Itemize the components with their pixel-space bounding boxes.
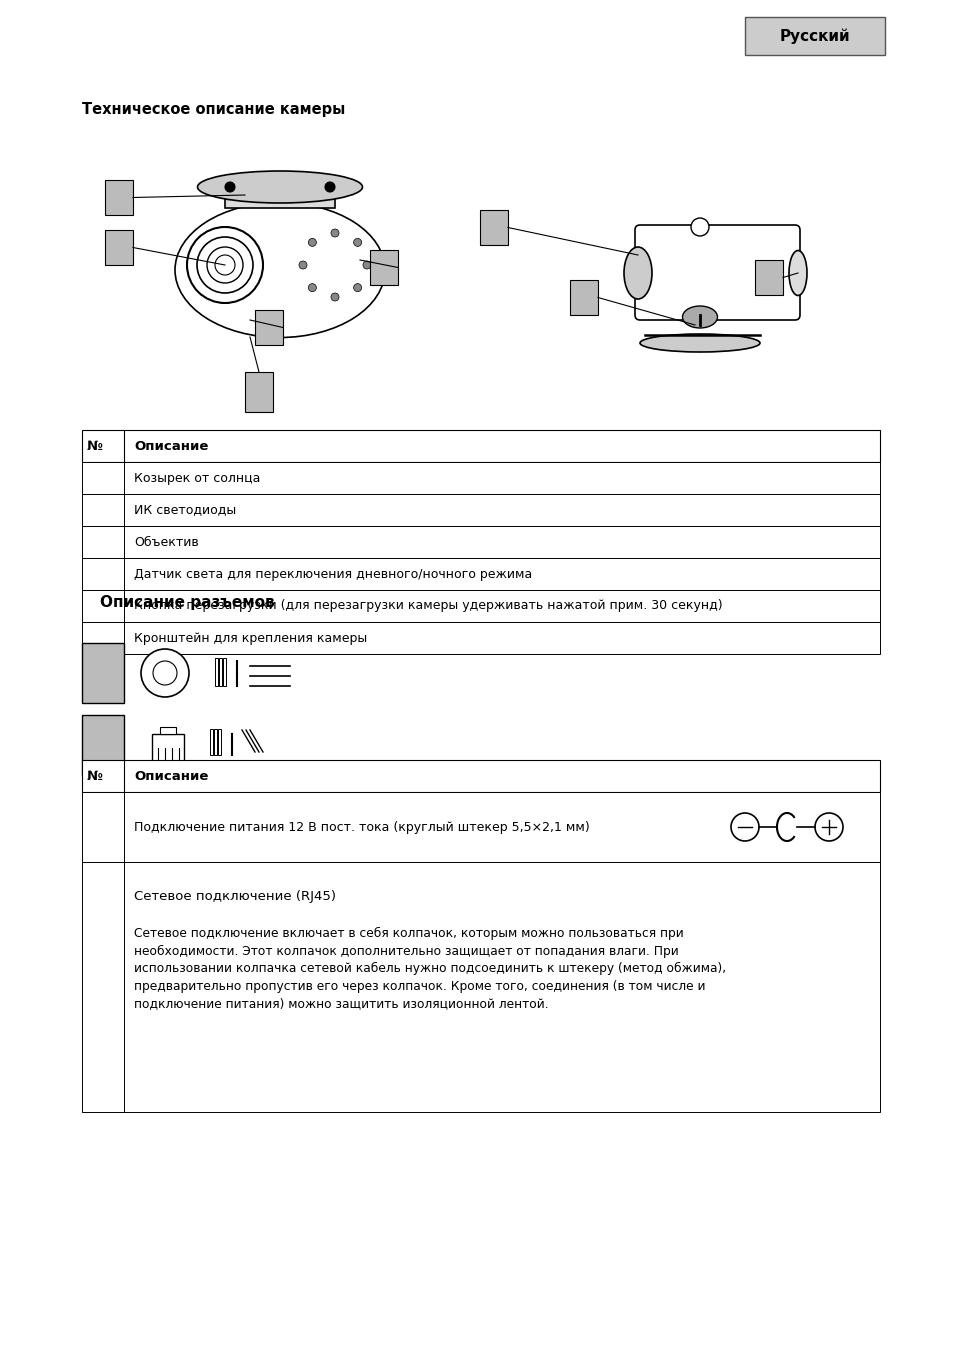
Bar [82,494,879,526]
Ellipse shape [623,247,651,298]
FancyBboxPatch shape [105,180,132,215]
Text: Описание: Описание [133,440,208,452]
Bar [82,462,879,494]
Circle shape [152,662,177,684]
Circle shape [308,239,316,246]
Bar [82,431,879,462]
FancyBboxPatch shape [754,261,782,296]
Text: Русский: Русский [779,28,849,43]
Bar [82,863,879,1112]
FancyBboxPatch shape [245,373,273,412]
Circle shape [690,217,708,236]
Bar [82,622,879,653]
Circle shape [354,284,361,292]
Text: Подключение питания 12 В пост. тока (круглый штекер 5,5×2,1 мм): Подключение питания 12 В пост. тока (кру… [133,821,589,833]
FancyBboxPatch shape [225,186,335,208]
Text: Техническое описание камеры: Техническое описание камеры [82,103,345,117]
FancyBboxPatch shape [82,643,124,703]
Bar [82,526,879,558]
Circle shape [730,813,759,841]
Bar [82,590,879,622]
FancyBboxPatch shape [105,230,132,265]
FancyBboxPatch shape [254,310,283,346]
Circle shape [331,293,338,301]
Text: Датчик света для переключения дневного/ночного режима: Датчик света для переключения дневного/н… [133,567,532,580]
FancyBboxPatch shape [213,729,216,755]
Circle shape [331,230,338,238]
Text: Описание: Описание [133,769,208,783]
FancyBboxPatch shape [744,18,884,55]
FancyBboxPatch shape [210,729,213,755]
Circle shape [308,284,316,292]
Text: Сетевое подключение (RJ45): Сетевое подключение (RJ45) [133,890,335,903]
FancyBboxPatch shape [152,734,184,764]
FancyBboxPatch shape [370,250,397,285]
Text: Описание разъемов: Описание разъемов [100,595,274,610]
Text: Кронштейн для крепления камеры: Кронштейн для крепления камеры [133,632,367,644]
Bar [82,558,879,590]
FancyBboxPatch shape [569,279,598,315]
Text: Кнопка перезагрузки (для перезагрузки камеры удерживать нажатой прим. 30 секунд): Кнопка перезагрузки (для перезагрузки ка… [133,599,721,613]
Ellipse shape [174,202,385,338]
Circle shape [363,261,371,269]
Circle shape [814,813,842,841]
Text: Сетевое подключение включает в себя колпачок, которым можно пользоваться при
нео: Сетевое подключение включает в себя колп… [133,927,725,1010]
Circle shape [141,649,189,697]
FancyBboxPatch shape [82,716,124,775]
Ellipse shape [639,333,760,352]
FancyBboxPatch shape [214,657,218,686]
Circle shape [354,239,361,246]
Circle shape [225,182,234,192]
Text: №: № [87,769,103,783]
Text: №: № [87,440,103,452]
Bar [82,792,879,863]
Ellipse shape [788,251,806,296]
Circle shape [325,182,335,192]
FancyBboxPatch shape [479,211,507,244]
FancyBboxPatch shape [223,657,226,686]
FancyBboxPatch shape [160,728,175,734]
Text: ИК светодиоды: ИК светодиоды [133,504,236,517]
Bar [82,760,879,792]
Ellipse shape [197,171,362,202]
Circle shape [298,261,307,269]
Ellipse shape [681,306,717,328]
FancyBboxPatch shape [219,657,222,686]
Text: Козырек от солнца: Козырек от солнца [133,471,260,485]
FancyBboxPatch shape [218,729,221,755]
FancyBboxPatch shape [635,225,800,320]
Text: Объектив: Объектив [133,536,198,548]
